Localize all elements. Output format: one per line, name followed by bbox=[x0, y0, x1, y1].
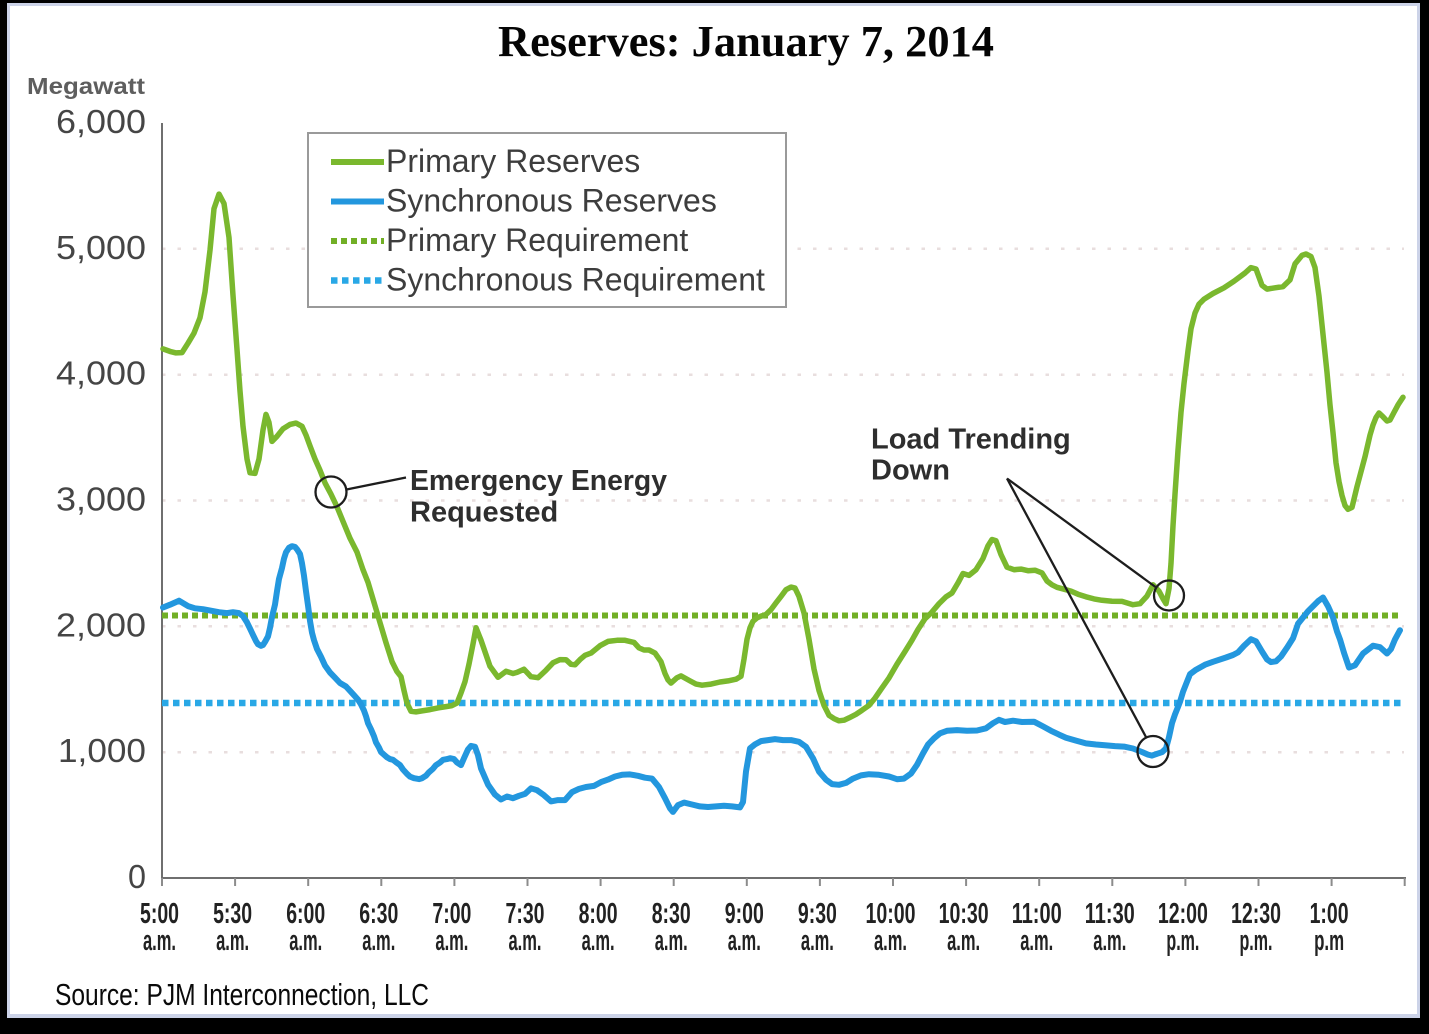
svg-text:9:30: 9:30 bbox=[798, 898, 837, 930]
svg-text:12:30: 12:30 bbox=[1231, 898, 1281, 930]
svg-text:a.m.: a.m. bbox=[143, 925, 176, 957]
svg-text:8:30: 8:30 bbox=[652, 898, 691, 930]
svg-text:a.m.: a.m. bbox=[289, 925, 322, 957]
svg-text:7:30: 7:30 bbox=[506, 898, 545, 930]
svg-text:9:00: 9:00 bbox=[725, 898, 764, 930]
svg-text:a.m.: a.m. bbox=[435, 925, 468, 957]
svg-text:Requested: Requested bbox=[410, 497, 558, 529]
svg-text:Down: Down bbox=[871, 455, 950, 487]
svg-text:a.m.: a.m. bbox=[728, 925, 761, 957]
svg-text:a.m.: a.m. bbox=[509, 925, 542, 957]
svg-text:12:00: 12:00 bbox=[1158, 898, 1208, 930]
svg-text:Load Trending: Load Trending bbox=[871, 424, 1071, 456]
svg-text:a.m.: a.m. bbox=[947, 925, 980, 957]
svg-text:a.m.: a.m. bbox=[1093, 925, 1126, 957]
svg-text:a.m.: a.m. bbox=[582, 925, 615, 957]
svg-text:6:30: 6:30 bbox=[359, 898, 398, 930]
svg-text:1:00: 1:00 bbox=[1310, 898, 1349, 930]
svg-text:6,000: 6,000 bbox=[56, 103, 146, 140]
svg-text:2,000: 2,000 bbox=[56, 606, 146, 643]
svg-text:Synchronous Requirement: Synchronous Requirement bbox=[386, 262, 765, 298]
svg-text:0: 0 bbox=[128, 858, 146, 895]
svg-text:Synchronous Reserves: Synchronous Reserves bbox=[386, 183, 717, 219]
svg-text:7:00: 7:00 bbox=[432, 898, 471, 930]
svg-text:a.m.: a.m. bbox=[216, 925, 249, 957]
svg-text:5:30: 5:30 bbox=[213, 898, 252, 930]
svg-text:11:30: 11:30 bbox=[1085, 898, 1135, 930]
svg-text:p.m.: p.m. bbox=[1166, 925, 1199, 957]
svg-text:8:00: 8:00 bbox=[579, 898, 618, 930]
svg-text:10:30: 10:30 bbox=[939, 898, 989, 930]
svg-text:10:00: 10:00 bbox=[866, 898, 916, 930]
svg-text:3,000: 3,000 bbox=[56, 481, 146, 518]
svg-text:a.m.: a.m. bbox=[655, 925, 688, 957]
svg-text:a.m.: a.m. bbox=[362, 925, 395, 957]
svg-text:Source: PJM Interconnection, L: Source: PJM Interconnection, LLC bbox=[55, 977, 429, 1012]
svg-text:Primary Reserves: Primary Reserves bbox=[386, 143, 640, 179]
svg-text:4,000: 4,000 bbox=[56, 355, 146, 392]
svg-text:p.m.: p.m. bbox=[1240, 925, 1273, 957]
svg-text:a.m.: a.m. bbox=[801, 925, 834, 957]
svg-text:a.m.: a.m. bbox=[1020, 925, 1053, 957]
svg-text:Reserves: January 7, 2014: Reserves: January 7, 2014 bbox=[498, 17, 994, 66]
svg-text:1,000: 1,000 bbox=[58, 732, 146, 769]
svg-text:Emergency Energy: Emergency Energy bbox=[410, 465, 667, 497]
svg-text:p.m: p.m bbox=[1314, 925, 1344, 957]
svg-text:6:00: 6:00 bbox=[286, 898, 325, 930]
svg-text:a.m.: a.m. bbox=[874, 925, 907, 957]
svg-text:5:00: 5:00 bbox=[140, 898, 179, 930]
svg-text:Primary Requirement: Primary Requirement bbox=[386, 222, 688, 258]
svg-text:5,000: 5,000 bbox=[56, 229, 146, 266]
svg-text:11:00: 11:00 bbox=[1012, 898, 1062, 930]
svg-text:Megawatt: Megawatt bbox=[27, 73, 145, 99]
